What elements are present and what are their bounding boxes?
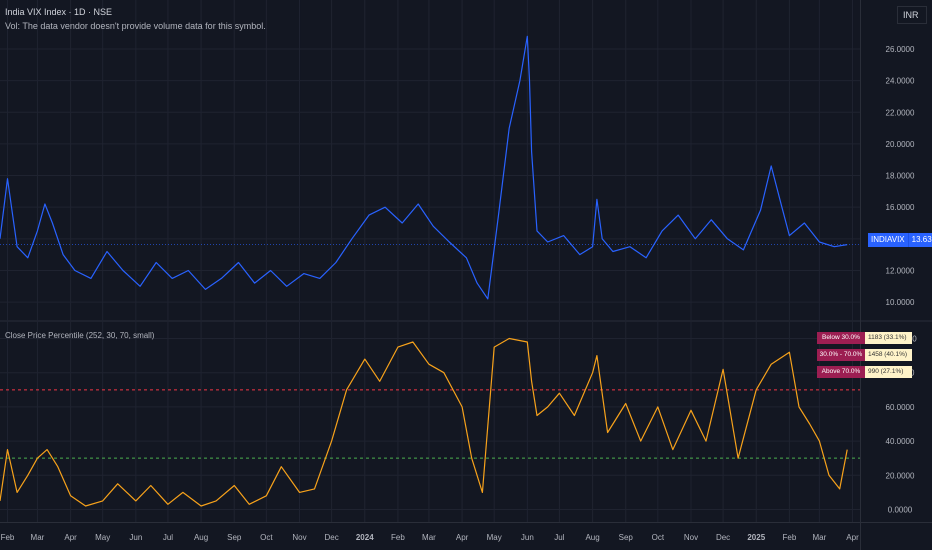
stats-row-middle: 30.0% - 70.0% 1458 (40.1%) (817, 349, 912, 361)
price-series-line (0, 35, 848, 300)
time-tick-label: Nov (292, 533, 306, 542)
time-tick-label: Mar (31, 533, 45, 542)
indicator-title[interactable]: Close Price Percentile (252, 30, 70, sma… (5, 331, 155, 340)
stats-value: 1183 (33.1%) (865, 332, 912, 344)
time-tick-label: 2025 (747, 533, 765, 542)
percentile-stats-table: Below 30.0% 1183 (33.1%) 30.0% - 70.0% 1… (817, 332, 912, 383)
last-price-tag: INDIAVIX 13.6350 (868, 233, 932, 247)
time-tick-label: Jun (521, 533, 534, 542)
time-tick-label: Feb (391, 533, 405, 542)
stats-label: Below 30.0% (817, 332, 865, 344)
price-tick-label: 16.0000 (886, 203, 915, 212)
time-tick-label: Dec (716, 533, 730, 542)
price-tick-label: 24.0000 (886, 77, 915, 86)
time-tick-label: Sep (227, 533, 242, 542)
time-tick-label: Dec (324, 533, 338, 542)
stats-value: 1458 (40.1%) (865, 349, 912, 361)
stats-row-below: Below 30.0% 1183 (33.1%) (817, 332, 912, 344)
price-tick-label: 12.0000 (886, 266, 915, 275)
price-tick-label: 26.0000 (886, 45, 915, 54)
time-tick-label: Apr (846, 533, 859, 542)
currency-button[interactable]: INR (897, 6, 927, 24)
percentile-series-line (0, 337, 848, 507)
price-tick-label: 40.0000 (886, 437, 915, 446)
stats-label: 30.0% - 70.0% (817, 349, 865, 361)
stats-value: 990 (27.1%) (865, 366, 912, 378)
stats-row-above: Above 70.0% 990 (27.1%) (817, 366, 912, 378)
time-tick-label: Apr (64, 533, 77, 542)
time-tick-label: Oct (260, 533, 273, 542)
time-tick-label: Nov (684, 533, 698, 542)
time-tick-label: Mar (812, 533, 826, 542)
price-tick-label: 0.0000 (888, 505, 913, 514)
time-tick-label: Oct (652, 533, 665, 542)
price-tick-label: 22.0000 (886, 108, 915, 117)
time-tick-label: Aug (194, 533, 208, 542)
time-tick-label: May (487, 533, 502, 542)
time-tick-label: Jul (163, 533, 173, 542)
time-tick-label: Aug (585, 533, 599, 542)
last-price: 13.6350 (907, 233, 932, 247)
time-tick-label: Apr (456, 533, 469, 542)
symbol-label: INDIAVIX (868, 233, 908, 247)
time-tick-label: Feb (783, 533, 797, 542)
time-tick-label: 2024 (356, 533, 374, 542)
volume-note: Vol: The data vendor doesn't provide vol… (5, 21, 266, 31)
time-tick-label: May (95, 533, 110, 542)
stats-label: Above 70.0% (817, 366, 865, 378)
price-tick-label: 20.0000 (886, 471, 915, 480)
price-tick-label: 20.0000 (886, 140, 915, 149)
time-tick-label: Sep (619, 533, 634, 542)
time-tick-label: Mar (422, 533, 436, 542)
price-tick-label: 18.0000 (886, 172, 915, 181)
price-tick-label: 60.0000 (886, 403, 915, 412)
time-tick-label: Feb (1, 533, 15, 542)
symbol-title: India VIX Index · 1D · NSE (5, 7, 113, 17)
time-tick-label: Jun (129, 533, 142, 542)
price-tick-label: 10.0000 (886, 298, 915, 307)
time-tick-label: Jul (554, 533, 564, 542)
